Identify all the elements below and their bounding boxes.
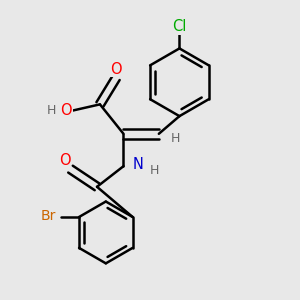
Text: Br: Br xyxy=(40,208,56,223)
Text: O: O xyxy=(59,153,70,168)
Text: H: H xyxy=(47,104,56,117)
Text: O: O xyxy=(110,61,122,76)
Text: N: N xyxy=(133,157,144,172)
Text: H: H xyxy=(150,164,159,177)
Text: O: O xyxy=(60,103,72,118)
Text: H: H xyxy=(170,132,180,145)
Text: Cl: Cl xyxy=(172,20,187,34)
